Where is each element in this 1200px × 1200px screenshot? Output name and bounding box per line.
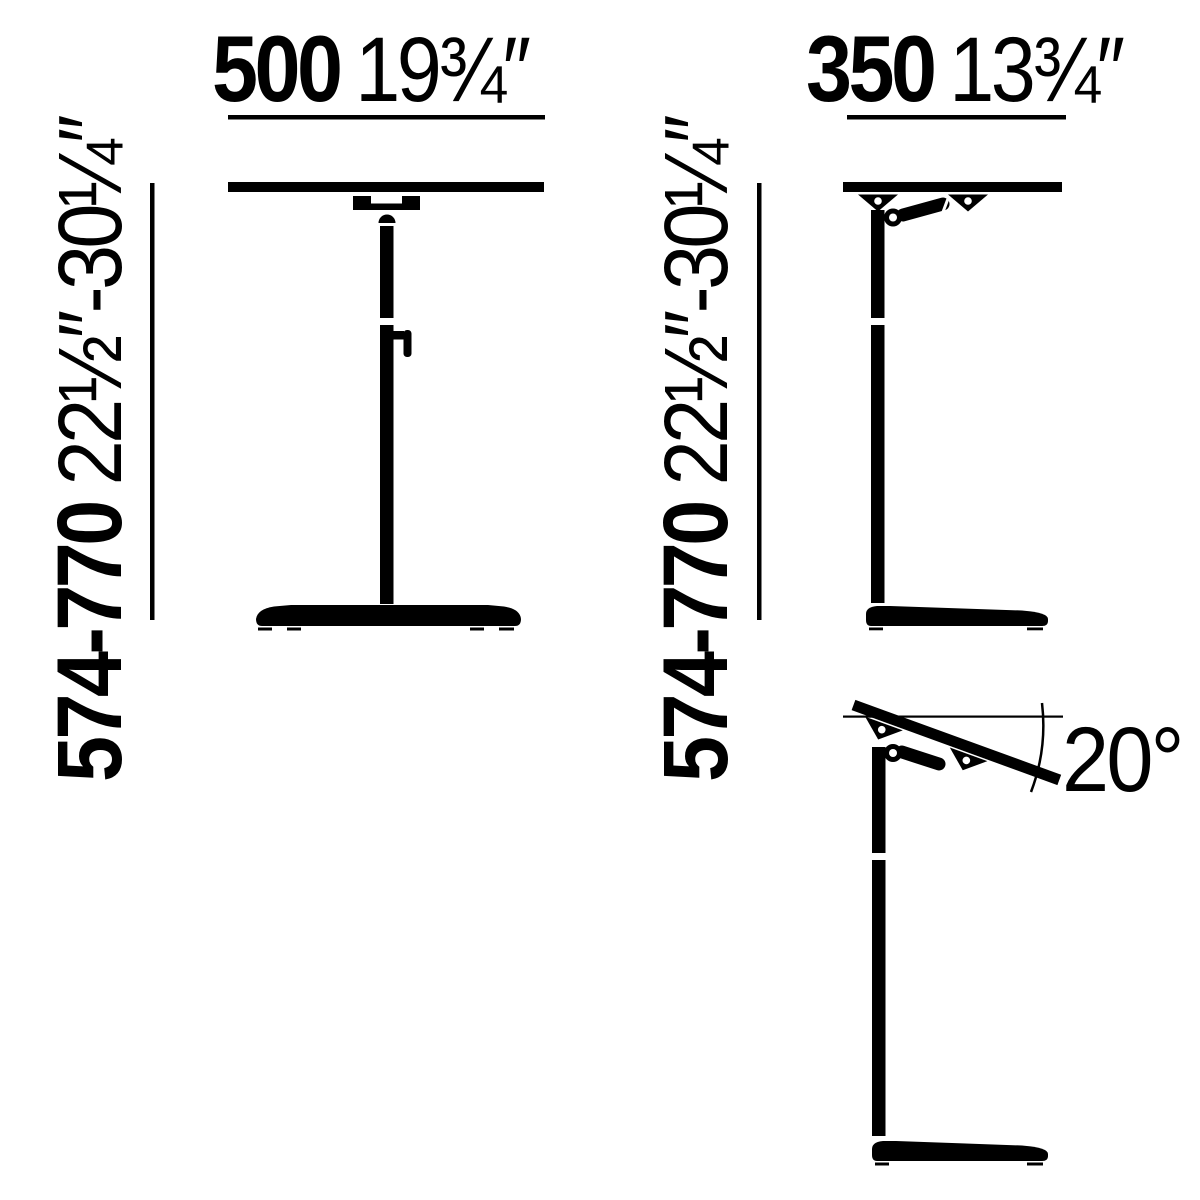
front-view (150, 115, 545, 631)
tilt-reference-line (843, 715, 1063, 718)
front-width-dim-line (228, 115, 545, 120)
side-rear-bracket-pivot (964, 197, 972, 205)
side-tabletop (843, 182, 1062, 192)
tilt-tabletop (851, 699, 1062, 786)
side-base (866, 606, 1048, 626)
front-column-upper (380, 226, 394, 318)
side-foot-glide (1027, 627, 1043, 631)
side-width-label: 350 13¾″ (806, 16, 1125, 121)
front-width-label: 500 19¾″ (212, 16, 531, 121)
side-tilt-strut (896, 197, 950, 222)
front-adjust-knob-stub (393, 331, 404, 340)
tilt-base (872, 1141, 1048, 1161)
front-foot-glide (258, 627, 272, 631)
front-width-mm: 500 (212, 16, 343, 121)
side-front-bracket-pivot (874, 197, 882, 205)
tilt-head-assembly (851, 699, 1062, 786)
tilt-foot-glide (1027, 1162, 1043, 1166)
tilt-rear-bracket-pivot (962, 756, 971, 765)
tilt-column-upper (872, 747, 886, 853)
tilt-strut (895, 745, 946, 771)
side-width-dim-line (847, 115, 1066, 120)
tilt-angle-arc (1029, 702, 1045, 793)
front-height-dim-line (150, 183, 155, 620)
tilt-strut-hinge-pin (889, 749, 897, 757)
side-column-upper (871, 210, 885, 318)
front-column-lower (380, 325, 394, 604)
front-tabletop-mount-bracket (353, 196, 420, 210)
tilt-angle-label: 20° (1062, 709, 1184, 811)
side-height-dim-line (757, 183, 762, 620)
front-adjust-knob-handle (403, 330, 412, 357)
side-column-lower (871, 325, 885, 603)
front-foot-glide (499, 627, 514, 631)
tilt-view (843, 699, 1063, 1166)
side-strut-hinge-pin (889, 213, 897, 222)
tilt-foot-glide (875, 1162, 889, 1166)
tilt-front-bracket-pivot (877, 725, 886, 734)
side-strut-gap (941, 195, 951, 213)
side-width-mm: 350 (806, 16, 937, 121)
tilt-column-lower (872, 860, 886, 1136)
front-base (256, 605, 521, 626)
front-width-imperial: 19¾″ (355, 19, 531, 121)
front-column-cap (378, 214, 396, 223)
side-view (757, 115, 1066, 631)
front-tabletop (228, 182, 544, 192)
front-foot-glide (470, 627, 484, 631)
front-foot-glide (287, 627, 301, 631)
side-width-imperial: 13¾″ (949, 19, 1125, 121)
side-foot-glide (869, 627, 883, 631)
